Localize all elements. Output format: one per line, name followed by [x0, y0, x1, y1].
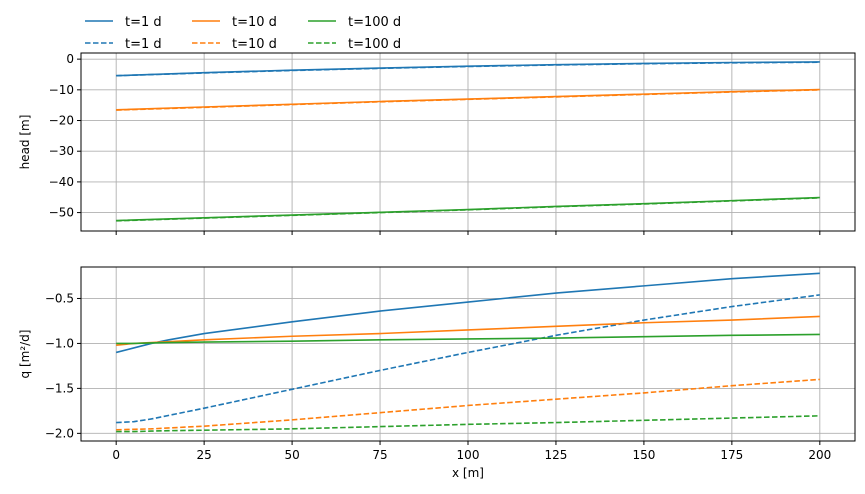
flux-ticks: 0 25 50 75 100 125 150 175 200 −0.5 −1.0 −1.5 −2.0	[45, 291, 831, 462]
head-ytick-label: −20	[49, 114, 74, 128]
flux-series-t-1-d-solid	[115, 272, 820, 354]
flux-xtick-label: 200	[808, 448, 831, 462]
flux-xtick-label: 50	[284, 448, 299, 462]
head-series-t-100-d-dashed	[116, 197, 820, 222]
flux-xtick-label: 100	[457, 448, 480, 462]
legend-label: t=100 d	[348, 15, 401, 30]
flux-xtick-label: 25	[196, 448, 211, 462]
head-series-t-10-d-dashed	[116, 89, 820, 111]
flux-series	[115, 272, 820, 433]
flux-xlabel: x [m]	[452, 466, 484, 480]
head-ytick-label: −30	[49, 144, 74, 158]
legend: t=1 d t=1 d t=10 d t=10 d t=100 d t=100 d	[85, 15, 401, 52]
flux-grid	[81, 267, 855, 441]
flux-series-t-1-d-dashed	[116, 294, 820, 424]
flux-xtick-label: 0	[112, 448, 120, 462]
flux-xtick-label: 175	[720, 448, 743, 462]
flux-ylabel: q [m²/d]	[18, 330, 32, 379]
flux-panel: 0 25 50 75 100 125 150 175 200 −0.5 −1.0 −1.5 −2.0 q…	[18, 266, 856, 480]
flux-xtick-label: 125	[545, 448, 568, 462]
legend-label: t=10 d	[232, 37, 277, 52]
legend-label: t=100 d	[348, 37, 401, 52]
head-ytick-label: −40	[49, 175, 74, 189]
flux-ytick-label: −2.0	[45, 426, 74, 440]
legend-label: t=1 d	[125, 37, 162, 52]
flux-ytick-label: −1.0	[45, 336, 74, 350]
flux-series-t-100-d-dashed	[116, 415, 820, 433]
flux-xtick-label: 150	[632, 448, 655, 462]
legend-label: t=1 d	[125, 15, 162, 30]
head-ytick-label: −10	[49, 83, 74, 97]
head-ticks: 0 −10 −20 −30 −40 −50	[49, 52, 821, 235]
head-panel: 0 −10 −20 −30 −40 −50 head [m]	[18, 52, 856, 235]
head-ytick-label: 0	[66, 52, 74, 66]
head-series-t-1-d-dashed	[116, 61, 820, 77]
flux-ytick-label: −1.5	[45, 381, 74, 395]
flux-ytick-label: −0.5	[45, 291, 74, 305]
flux-series-t-100-d-solid	[116, 333, 820, 345]
flux-series-t-10-d-dashed	[116, 378, 820, 431]
legend-label: t=10 d	[232, 15, 277, 30]
flux-xtick-label: 75	[372, 448, 387, 462]
head-series	[116, 61, 820, 222]
head-ytick-label: −50	[49, 206, 74, 220]
head-ylabel: head [m]	[18, 115, 32, 170]
